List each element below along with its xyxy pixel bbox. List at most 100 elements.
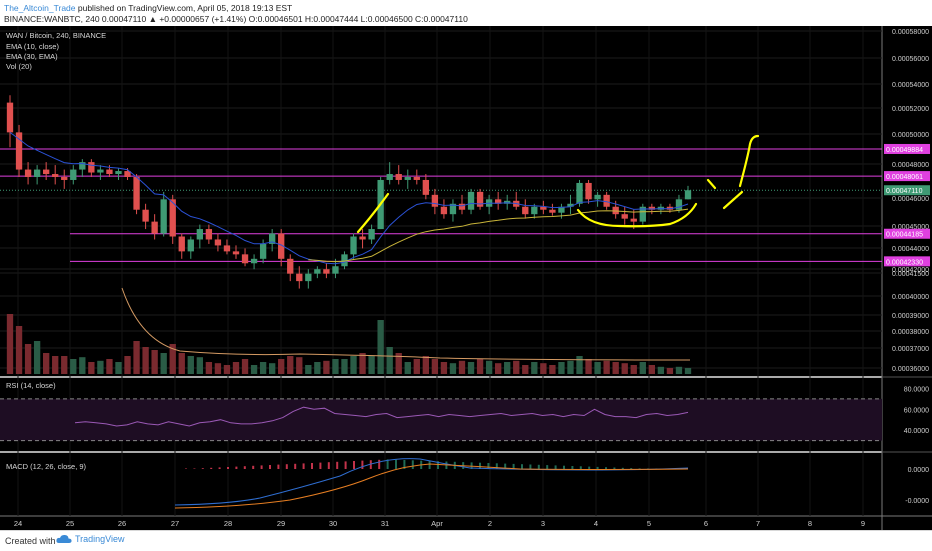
- volume-bar: [476, 359, 484, 374]
- macd-histogram-bar: [596, 466, 599, 469]
- volume-bar: [522, 365, 529, 374]
- author-link[interactable]: The_Altcoin_Trade: [4, 3, 76, 13]
- candle: [268, 233, 276, 244]
- candle: [422, 179, 430, 195]
- ema30-line: [308, 208, 689, 263]
- time-tick-label: 31: [381, 519, 389, 528]
- macd-signal-line: [174, 463, 689, 509]
- macd-histogram-bar: [479, 462, 481, 469]
- indicator-label: EMA (10, close): [6, 42, 59, 51]
- candle: [97, 169, 104, 173]
- time-tick-label: 3: [541, 519, 545, 528]
- volume-bar: [24, 344, 32, 374]
- candle: [160, 199, 167, 234]
- candle: [585, 182, 592, 200]
- volume-bar: [187, 356, 194, 374]
- volume-bar: [278, 359, 285, 374]
- volume-bar: [314, 362, 321, 374]
- candle: [178, 236, 185, 252]
- candle: [594, 194, 601, 200]
- macd-histogram-bar: [588, 466, 591, 469]
- macd-histogram-bar: [554, 465, 557, 469]
- candle: [196, 229, 204, 240]
- price-tick-label: 0.00048000: [892, 162, 929, 169]
- macd-histogram-bar: [386, 459, 389, 469]
- chart-header: The_Altcoin_Trade published on TradingVi…: [0, 0, 932, 26]
- macd-histogram-bar: [227, 467, 229, 469]
- time-axis-bg: [0, 516, 882, 530]
- volume-bar: [630, 365, 637, 374]
- macd-histogram-bar: [495, 463, 498, 469]
- volume-bar: [467, 362, 475, 374]
- price-label: 0.00047110: [886, 188, 923, 195]
- indicator-label: EMA (30, EMA): [6, 52, 58, 61]
- macd-histogram-bar: [336, 461, 339, 469]
- volume-ma-line: [121, 287, 691, 361]
- volume-bar: [205, 362, 213, 374]
- candle: [296, 273, 303, 282]
- macd-histogram-bar: [647, 468, 649, 469]
- volume-bar: [79, 357, 86, 374]
- brand-label: TradingView: [75, 534, 125, 544]
- macd-histogram-bar: [546, 465, 549, 469]
- volume-bar: [250, 365, 258, 374]
- macd-histogram-bar: [571, 466, 574, 469]
- time-tick-label: Apr: [431, 519, 443, 528]
- volume-bar: [223, 365, 231, 374]
- volume-bar: [323, 360, 330, 374]
- macd-histogram-bar: [353, 461, 355, 469]
- macd-histogram-bar: [302, 463, 305, 469]
- macd-histogram-bar: [185, 468, 187, 469]
- macd-histogram-bar: [529, 464, 532, 469]
- candle: [42, 169, 50, 175]
- macd-histogram-bar: [327, 462, 330, 469]
- tradingview-logo[interactable]: TradingView: [56, 534, 125, 544]
- volume-bar: [422, 356, 430, 374]
- volume-bar: [268, 363, 276, 374]
- candle: [504, 200, 511, 204]
- price-tick-label: 0.00036000: [892, 366, 929, 373]
- candle: [476, 191, 484, 207]
- volume-bar: [513, 360, 520, 374]
- price-tick-label: 0.00056000: [892, 56, 929, 63]
- candle: [133, 177, 140, 210]
- macd-histogram-bar: [193, 468, 196, 469]
- candle: [115, 171, 122, 175]
- candle: [106, 169, 113, 175]
- macd-tick-label: 0.0000: [908, 467, 930, 474]
- candle: [124, 171, 131, 177]
- volume-bar: [540, 363, 547, 374]
- candle: [458, 203, 466, 210]
- time-tick-label: 6: [704, 519, 708, 528]
- volume-bar: [603, 360, 610, 374]
- macd-histogram-bar: [311, 463, 313, 469]
- main-pane: [0, 26, 882, 376]
- volume-bar: [287, 356, 294, 374]
- candle: [278, 233, 285, 259]
- time-tick-label: 26: [118, 519, 126, 528]
- volume-bar: [124, 356, 131, 374]
- chart-canvas[interactable]: 0.00058000 0.00056000 0.00054000 0.00052000…: [0, 26, 932, 530]
- candle: [684, 190, 692, 200]
- volume-bar: [133, 341, 140, 374]
- price-tick-label: 0.00050000: [892, 132, 929, 139]
- volume-bar: [413, 359, 420, 374]
- volume-bar: [377, 320, 384, 374]
- volume-bar: [666, 368, 674, 374]
- candle: [259, 243, 267, 259]
- volume-bar: [594, 362, 601, 374]
- price-label: 0.00042330: [886, 259, 923, 266]
- volume-bar: [214, 363, 222, 374]
- candle: [612, 206, 619, 215]
- volume-bar: [178, 353, 185, 374]
- time-tick-label: 28: [224, 519, 232, 528]
- time-tick-label: 8: [808, 519, 812, 528]
- time-tick-label: 27: [171, 519, 179, 528]
- candle: [404, 177, 411, 180]
- volume-bar: [395, 353, 402, 374]
- macd-histogram-bar: [613, 467, 616, 469]
- volume-bar: [404, 362, 411, 374]
- volume-bar: [196, 357, 204, 374]
- rsi-line: [74, 406, 689, 427]
- volume-bar: [115, 362, 122, 374]
